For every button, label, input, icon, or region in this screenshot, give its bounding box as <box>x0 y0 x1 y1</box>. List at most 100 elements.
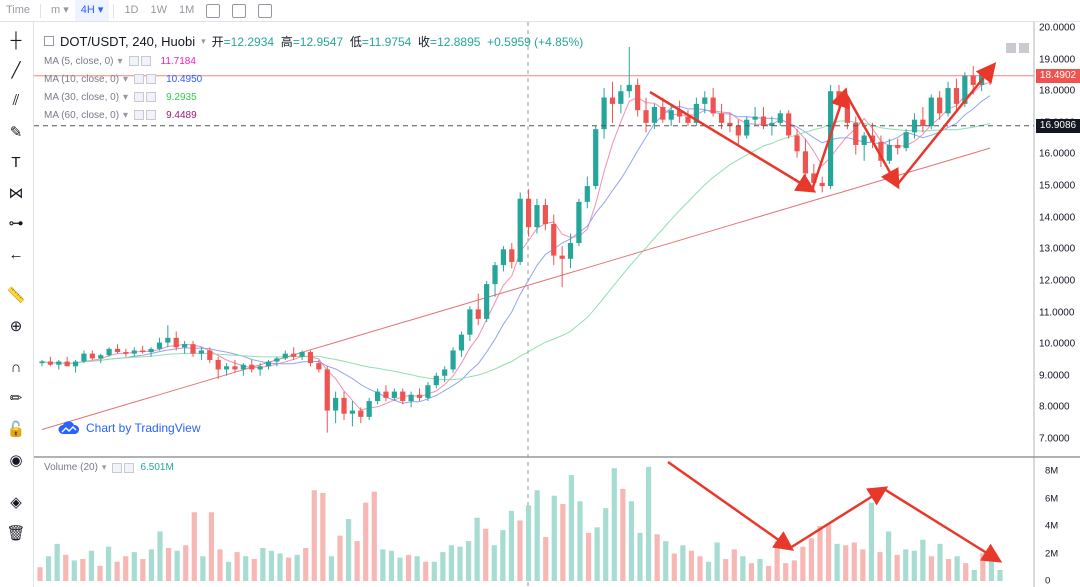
visibility-toggle-icon[interactable] <box>128 56 139 66</box>
close-icon[interactable] <box>124 462 135 473</box>
close-icon[interactable] <box>146 92 157 102</box>
brush-icon[interactable]: ✎ <box>9 124 23 141</box>
volume-tick: 2M <box>1045 548 1059 559</box>
crosshair-icon[interactable]: ┼ <box>10 31 22 49</box>
change-value: +0.5959 (+4.85%) <box>487 34 584 49</box>
timeframe-1d[interactable]: 1D <box>124 4 139 16</box>
price-tick: 7.0000 <box>1039 433 1070 445</box>
price-tick: 10.0000 <box>1039 338 1076 350</box>
timeframe-4h[interactable]: 4H ▾ <box>74 0 110 21</box>
volume-value: 6.501M <box>140 462 174 473</box>
volume-label: Volume (20) <box>44 462 98 473</box>
lock-drawing-icon[interactable]: ✏ <box>9 390 23 407</box>
price-tick: 16.0000 <box>1039 148 1076 160</box>
price-tick: 14.0000 <box>1039 212 1076 224</box>
drawing-toolbar: ┼ ╱ ⫽ ✎ T ⋈ ⊶ ← 📏 ⊕ ∩ ✏ 🔓 ◉ ◈ 🗑 <box>0 22 34 587</box>
ma-legend-row[interactable]: MA (60, close, 0) ▾ 9.4489 <box>44 106 583 124</box>
chevron-down-icon[interactable]: ▾ <box>117 55 123 67</box>
timeframe-bar: Time m ▾ 4H ▾ 1D 1W 1M <box>0 0 1080 22</box>
unlock-icon[interactable]: 🔓 <box>6 421 26 438</box>
ma-value: 9.4489 <box>166 109 197 121</box>
price-tick: 8.0000 <box>1039 401 1070 413</box>
visibility-toggle-icon[interactable] <box>112 462 123 473</box>
volume-tick: 6M <box>1045 493 1059 504</box>
settings-icon[interactable] <box>232 3 247 18</box>
price-tick: 19.0000 <box>1039 54 1076 66</box>
ma-value: 9.2935 <box>166 91 197 103</box>
magnet-icon[interactable]: ∩ <box>10 358 22 376</box>
price-axis[interactable]: 20.000019.000018.000017.000016.000015.00… <box>1035 22 1080 457</box>
indicator-chart-icon[interactable] <box>206 3 221 18</box>
divider <box>40 3 42 18</box>
visibility-toggle-icon[interactable] <box>134 74 145 84</box>
symbol-chevron-icon[interactable]: ▾ <box>201 35 206 46</box>
close-icon[interactable] <box>146 110 157 120</box>
volume-tick: 4M <box>1045 520 1059 532</box>
ohlc-values: 开=12.2934 高=12.9547 低=11.9754 收=12.8895 … <box>211 34 584 49</box>
back-arrow-icon[interactable]: ← <box>8 245 24 263</box>
price-tick: 9.0000 <box>1039 370 1070 382</box>
text-icon[interactable]: T <box>11 153 21 171</box>
timeframe-1w[interactable]: 1W <box>150 4 168 16</box>
price-tick: 15.0000 <box>1039 180 1076 192</box>
price-tag: 16.9086 <box>1036 118 1080 133</box>
price-tick: 11.0000 <box>1039 307 1075 319</box>
trend-arrow <box>883 487 1003 563</box>
volume-legend: Volume (20) ▾ 6.501M <box>44 462 174 473</box>
chevron-down-icon[interactable]: ▾ <box>123 73 129 85</box>
trash-icon[interactable]: 🗑 <box>6 525 26 542</box>
ma-legend-row[interactable]: MA (10, close, 0) ▾ 10.4950 <box>44 70 583 88</box>
trend-arrow <box>896 62 997 186</box>
zoom-in-icon[interactable]: ⊕ <box>9 318 23 335</box>
trend-arrow <box>789 486 889 550</box>
symbol-title[interactable]: DOT/USDT, 240, Huobi <box>60 33 196 49</box>
close-icon[interactable] <box>146 74 157 84</box>
trend-line-icon[interactable]: ╱ <box>11 62 21 79</box>
timeframe-1m[interactable]: 1M <box>179 4 195 16</box>
ma-legend-row[interactable]: MA (30, close, 0) ▾ 9.2935 <box>44 88 583 106</box>
volume-tick: 8M <box>1045 465 1059 477</box>
ma-label: MA (30, close, 0) <box>44 91 120 103</box>
visibility-toggle-icon[interactable] <box>134 110 145 120</box>
trend-arrow <box>649 90 817 193</box>
eye-icon[interactable]: ◉ <box>9 452 23 469</box>
forecast-icon[interactable]: ⊶ <box>8 215 24 232</box>
tradingview-watermark[interactable]: Chart by TradingView <box>58 421 201 435</box>
pattern-icon[interactable]: ⋈ <box>8 185 24 202</box>
trend-arrow <box>843 91 900 190</box>
cloud-logo-icon <box>58 421 80 434</box>
chevron-down-icon[interactable]: ▾ <box>123 91 129 103</box>
ma-label: MA (10, close, 0) <box>44 73 120 85</box>
trend-arrow <box>667 460 795 551</box>
visibility-toggle-icon[interactable] <box>134 92 145 102</box>
ruler-icon[interactable]: 📏 <box>6 287 26 304</box>
ma-legend-row[interactable]: MA (5, close, 0) ▾ 11.7184 <box>44 52 583 70</box>
timeframe-time: Time <box>6 4 31 16</box>
fullscreen-icon[interactable] <box>258 3 273 18</box>
scroll-up-icon[interactable] <box>1019 43 1029 53</box>
price-tick: 13.0000 <box>1039 243 1076 255</box>
price-tick: 18.0000 <box>1039 85 1076 97</box>
layers-icon[interactable]: ◈ <box>10 494 22 511</box>
close-icon[interactable] <box>140 56 151 66</box>
fib-tool-icon[interactable]: ⫽ <box>12 91 20 109</box>
price-tick: 12.0000 <box>1039 275 1076 287</box>
price-tag: 18.4902 <box>1036 68 1080 83</box>
chart-corner-buttons <box>1006 43 1029 53</box>
ma-label: MA (5, close, 0) <box>44 55 114 67</box>
chart-legend: DOT/USDT, 240, Huobi ▾ 开=12.2934 高=12.95… <box>44 33 583 124</box>
volume-tick: 0 <box>1045 575 1051 587</box>
trend-arrow <box>810 87 850 191</box>
watermark-text: Chart by TradingView <box>86 421 201 435</box>
ma-label: MA (60, close, 0) <box>44 109 120 121</box>
volume-chevron-icon[interactable]: ▾ <box>101 462 107 472</box>
divider <box>113 3 115 18</box>
ma-value: 11.7184 <box>160 55 196 67</box>
price-tick: 20.0000 <box>1039 22 1076 34</box>
timeframe-m[interactable]: m ▾ <box>51 4 69 16</box>
symbol-dropdown-icon[interactable] <box>44 36 54 46</box>
scroll-down-icon[interactable] <box>1006 43 1016 53</box>
ma-value: 10.4950 <box>166 73 203 85</box>
chevron-down-icon[interactable]: ▾ <box>123 109 129 121</box>
